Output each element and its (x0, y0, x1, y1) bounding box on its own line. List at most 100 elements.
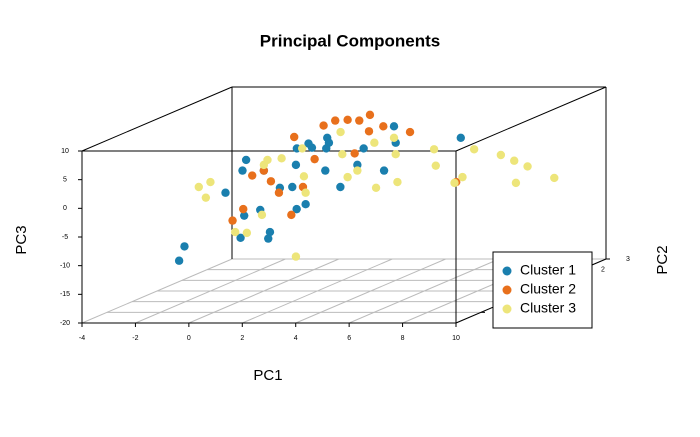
point (292, 204, 301, 214)
x-tick-label: -2 (132, 335, 138, 342)
point (319, 121, 328, 130)
point (364, 127, 374, 136)
point (379, 122, 388, 131)
legend: Cluster 1 Cluster 2 Cluster 3 (492, 251, 593, 329)
point (291, 252, 301, 261)
point (510, 156, 519, 165)
point (180, 242, 189, 251)
x-tick-label: 6 (347, 335, 351, 342)
z-tick-label: -20 (60, 320, 70, 327)
point (370, 138, 379, 147)
legend-label: Cluster 2 (520, 281, 576, 297)
point (221, 188, 230, 197)
legend-swatch (502, 285, 512, 295)
point (338, 150, 347, 159)
z-tick-label: -5 (62, 234, 68, 241)
point (550, 173, 559, 183)
point (206, 177, 215, 187)
point (231, 227, 240, 237)
point (287, 210, 296, 220)
point (322, 144, 331, 153)
point (343, 172, 352, 182)
x-tick-label: 4 (294, 335, 298, 342)
z-tick-label: 10 (61, 148, 69, 155)
point (321, 166, 330, 175)
legend-swatch (502, 304, 512, 314)
point (266, 177, 276, 186)
point (511, 178, 521, 188)
legend-label: Cluster 1 (520, 262, 576, 278)
z-tick-label: -15 (60, 291, 70, 298)
box-edge (455, 86, 607, 152)
point (201, 193, 211, 202)
point (240, 211, 249, 220)
point (391, 150, 400, 159)
point (259, 160, 269, 170)
point (379, 166, 389, 175)
point (523, 162, 532, 171)
point (405, 127, 415, 137)
y-tick-label: 2 (601, 267, 605, 274)
point (431, 161, 440, 170)
point (301, 200, 310, 209)
z-tick-label: -10 (60, 263, 70, 270)
point (355, 116, 364, 125)
box-edge (81, 86, 233, 152)
x-tick-label: 8 (401, 335, 405, 342)
point (359, 144, 368, 153)
point (299, 172, 309, 181)
point (323, 133, 332, 142)
point (389, 122, 399, 131)
point (194, 182, 203, 192)
point (274, 188, 284, 197)
x-tick-label: 2 (240, 335, 244, 342)
y-tick-label: 3 (626, 256, 630, 263)
point (456, 133, 465, 142)
point (265, 227, 275, 237)
point (257, 210, 267, 220)
point (241, 155, 251, 165)
z-tick-label: 0 (63, 205, 67, 212)
point (496, 150, 506, 160)
point (336, 127, 345, 137)
point (236, 233, 245, 242)
point (290, 132, 299, 142)
point (307, 143, 317, 152)
point (277, 154, 286, 163)
x-tick-label: -4 (79, 335, 85, 342)
point (174, 256, 184, 265)
point (291, 160, 301, 170)
x-tick-label: 10 (452, 335, 460, 342)
point (242, 228, 252, 238)
point (371, 183, 381, 192)
y-axis-label: PC2 (654, 245, 671, 274)
point (353, 166, 362, 175)
point (228, 216, 237, 225)
point (458, 172, 467, 182)
point (238, 166, 247, 175)
point (288, 182, 297, 192)
point (310, 154, 319, 164)
point (301, 188, 310, 197)
point (248, 171, 257, 180)
point (450, 178, 459, 188)
point (393, 177, 402, 187)
z-tick-label: 5 (63, 177, 67, 184)
point (389, 133, 399, 142)
point (239, 204, 248, 214)
z-axis-label: PC3 (13, 225, 30, 254)
chart-title: Principal Components (260, 31, 440, 50)
x-axis-label: PC1 (253, 367, 282, 384)
point (298, 144, 307, 153)
legend-label: Cluster 3 (520, 300, 576, 316)
point (350, 149, 359, 158)
point (336, 182, 345, 192)
point (469, 145, 479, 154)
point (365, 110, 375, 120)
x-tick-label: 0 (187, 335, 191, 342)
point (343, 115, 352, 125)
point (331, 116, 340, 125)
point (264, 234, 273, 243)
legend-swatch (502, 266, 512, 276)
